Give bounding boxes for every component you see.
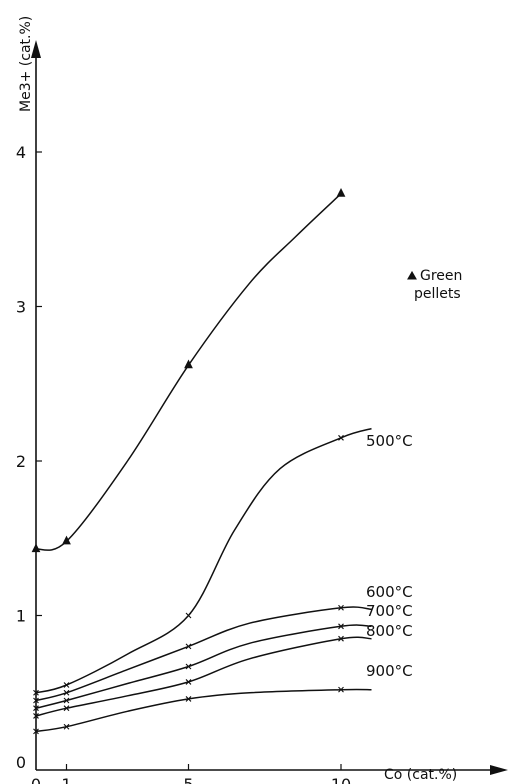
point-900-c-1 [63,723,70,730]
point-800-c-3 [338,635,344,642]
y-axis-label: Me3+ (cat.%) [18,16,34,112]
legend-triangle-marker [407,270,417,280]
y-tick-label-0: 0 [16,753,26,772]
x-axis-arrow [490,765,508,775]
point-800-c-0 [33,713,39,719]
legend-label-line1: Green [420,268,462,284]
markers [31,187,346,735]
series-line-500-c [35,427,372,694]
point-700-c-1 [63,697,70,704]
point-500-c-0 [33,689,39,696]
series-line-700-c [35,624,372,709]
point-900-c-0 [33,728,39,735]
point-500-c-3 [338,434,344,441]
series-line-600-c [35,606,372,702]
point-green-pellets-3 [336,187,346,197]
point-green-pellets-2 [184,359,193,369]
point-green-pellets-0 [31,543,41,553]
x-tick-label-1: 1 [61,775,71,784]
x-tick-label-10: 10 [331,775,351,784]
point-500-c-2 [185,612,192,619]
x-tick-label-5: 5 [183,775,193,784]
point-600-c-1 [63,689,70,696]
series-label-700: 700°C [366,602,413,620]
legend-label-line2: pellets [414,286,461,302]
point-500-c-1 [63,682,70,688]
point-green-pellets-1 [62,535,71,545]
point-900-c-3 [338,686,344,693]
series-line-green-pellets [35,193,342,551]
x-axis-label: Co (cat.%) [384,767,457,783]
axes [31,40,508,775]
x-tick-label-0: 0 [31,775,41,784]
y-tick-label-2: 2 [16,452,26,471]
legend: Green pellets [407,268,462,302]
series-label-800: 800°C [366,622,413,640]
point-600-c-0 [33,697,39,704]
x-ticks: 0 1 5 10 [31,764,351,784]
y-tick-label-1: 1 [16,607,26,626]
series-label-500: 500°C [366,432,413,450]
y-axis-arrow [31,40,41,58]
y-tick-label-3: 3 [16,298,26,317]
series-label-600: 600°C [366,583,413,601]
point-600-c-3 [338,604,344,611]
point-900-c-2 [185,696,192,702]
y-ticks: 0 1 2 3 4 [16,143,42,772]
point-800-c-1 [63,705,70,712]
point-700-c-3 [338,623,344,630]
curves [35,193,372,733]
point-600-c-2 [185,643,192,650]
series-label-900: 900°C [366,662,413,680]
point-800-c-2 [185,679,192,685]
point-700-c-0 [33,705,39,712]
point-700-c-2 [185,663,192,670]
y-tick-label-4: 4 [16,143,26,162]
